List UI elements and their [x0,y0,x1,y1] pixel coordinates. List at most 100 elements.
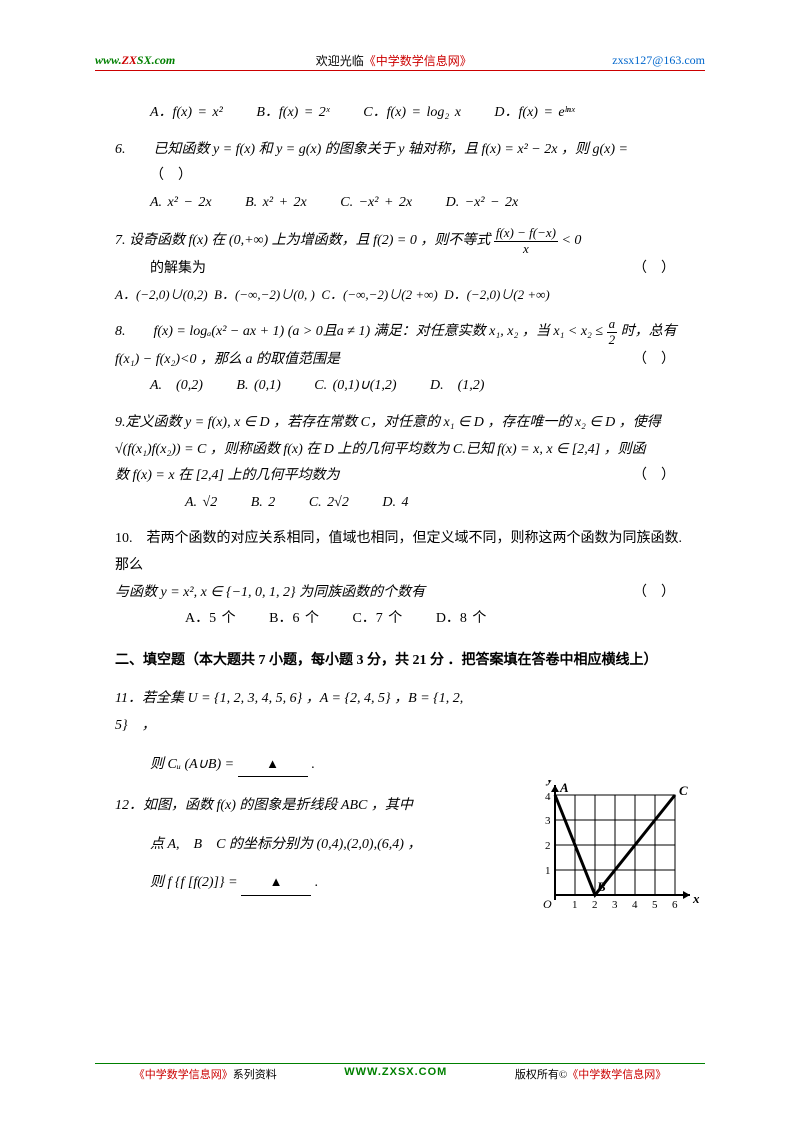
q10-paren: （ ） [633,580,675,607]
q6-opt-d: D. −x² − 2x [446,195,519,210]
page-footer: 《中学数学信息网》系列资料 WWW.ZXSX.COM 版权所有©《中学数学信息网… [0,1066,800,1082]
svg-text:4: 4 [632,899,638,911]
section-2-title: 二、填空题（本大题共 7 小题，每小题 3 分，共 21 分 ．把答案填在答卷中… [115,648,690,675]
q8-opt-d: D. (1,2) [430,378,484,393]
q10-text2: 与函数 y = x², x ∈ {−1, 0, 1, 2} 为同族函数的个数有 [115,585,425,600]
q11-text1: 11．若全集 U = {1, 2, 3, 4, 5, 6} ，A = {2, 4… [115,686,495,739]
q11-blank: ▲ [238,752,308,778]
logo-zx: ZX [122,53,137,67]
header-welcome: 欢迎光临《中学数学信息网》 [316,52,472,69]
q12-text2: 点 A, B C 的坐标分别为 (0,4),(2,0),(6,4) ， [150,832,495,859]
q7-text3: 的解集为 [150,261,206,276]
q12-text1: 12．如图，函数 f(x) 的图象是折线段 ABC ，其中 [115,793,495,820]
q6-opt-a: A. x² − 2x [150,195,212,210]
q6-opt-b: B. x² + 2x [245,195,307,210]
q6-text: 6. 已知函数 y = f(x) 和 y = g(x) 的图象关于 y 轴对称，… [115,137,690,164]
q9-opt-c: C. 2√2 [309,495,349,510]
q5-opt-c: C．f(x) = log₂ x [363,105,461,120]
q9-text1: 9.定义函数 y = f(x), x ∈ D ，若存在常数 C，对任意的 x₁ … [115,410,690,437]
page-header: www.ZXSX.com 欢迎光临《中学数学信息网》 zxsx127@163.c… [0,52,800,69]
q7-text2: < 0 [561,233,581,248]
question-11: 11．若全集 U = {1, 2, 3, 4, 5, 6} ，A = {2, 4… [115,686,495,778]
q5-opt-d: D．f(x) = eˡⁿˣ [494,105,574,120]
footer-url[interactable]: WWW.ZXSX.COM [344,1066,447,1082]
question-10: 10. 若两个函数的对应关系相同，值域也相同，但定义域不同，则称这两个函数为同族… [115,526,690,632]
svg-text:2: 2 [545,840,551,852]
q9-opt-b: B. 2 [251,495,276,510]
svg-text:O: O [543,897,552,911]
q5-opt-a: A．f(x) = x² [150,105,223,120]
logo-www: www. [95,53,122,67]
svg-text:A: A [559,780,569,795]
q7-opt-d: D．(−2,0)∪(2 +∞) [444,287,550,302]
svg-text:C: C [679,783,688,798]
q11-text3: . [311,757,315,772]
question-12: 12．如图，函数 f(x) 的图象是折线段 ABC ，其中 点 A, B C 的… [115,793,495,897]
q8-text3: f(x₁) − f(x₂)<0 ，那么 a 的取值范围是 [115,352,340,367]
q7-frac-num: f(x) − f(−x) [494,226,558,241]
q7-text1: 7. 设奇函数 f(x) 在 (0,+∞) 上为增函数，且 f(2) = 0 ，… [115,233,494,248]
footer-right-site: 《中学数学信息网》 [567,1069,666,1081]
svg-text:B: B [596,879,606,894]
welcome-text: 欢迎光临 [316,54,364,68]
q9-paren: （ ） [633,463,675,490]
footer-left-text: 系列资料 [233,1069,277,1081]
question-8: 8. f(x) = logₐ(x² − ax + 1) (a > 0且a ≠ 1… [115,317,690,400]
q8-opt-a: A. (0,2) [150,378,203,393]
main-content: A．f(x) = x² B．f(x) = 2ˣ C．f(x) = log₂ x … [115,100,690,907]
svg-text:2: 2 [592,899,598,911]
q8-frac-num: a [607,317,618,332]
svg-text:1: 1 [545,865,551,877]
svg-text:4: 4 [545,791,551,803]
svg-text:x: x [692,891,700,906]
q10-text1: 10. 若两个函数的对应关系相同，值域也相同，但定义域不同，则称这两个函数为同族… [115,526,690,579]
q8-frac-den: 2 [607,333,618,347]
svg-text:1: 1 [572,899,578,911]
q12-blank: ▲ [241,870,311,896]
question-5-options: A．f(x) = x² B．f(x) = 2ˣ C．f(x) = log₂ x … [115,100,690,127]
q10-opt-d: D．8 个 [436,611,487,626]
header-divider [95,70,705,71]
q7-opt-a: A．(−2,0)∪(0,2) [115,287,208,302]
question-7: 7. 设奇函数 f(x) 在 (0,+∞) 上为增函数，且 f(2) = 0 ，… [115,226,690,307]
footer-left: 《中学数学信息网》系列资料 [134,1066,277,1082]
q7-opt-b: B．(−∞,−2)∪(0, ) [214,287,315,302]
q8-paren: （ ） [633,347,675,374]
svg-text:5: 5 [652,899,658,911]
header-logo: www.ZXSX.com [95,53,175,68]
q8-opt-c: C. (0,1)∪(1,2) [314,378,396,393]
svg-text:6: 6 [672,899,678,911]
q9-opt-a: A. √2 [185,495,217,510]
footer-left-site: 《中学数学信息网》 [134,1069,233,1081]
question-6: 6. 已知函数 y = f(x) 和 y = g(x) 的图象关于 y 轴对称，… [115,137,690,217]
footer-divider [95,1063,705,1064]
q7-frac-den: x [494,242,558,256]
q9-opt-d: D. 4 [382,495,408,510]
q6-opt-c: C. −x² + 2x [340,195,412,210]
svg-text:3: 3 [545,815,551,827]
svg-text:3: 3 [612,899,618,911]
q10-opt-b: B．6 个 [269,611,319,626]
q9-text2: √(f(x₁)f(x₂)) = C ，则称函数 f(x) 在 D 上的几何平均数… [115,437,690,464]
q6-paren: （ ） [150,168,192,183]
logo-sx: SX [137,53,152,67]
q8-text2: 时，总有 [621,324,677,339]
header-email[interactable]: zxsx127@163.com [612,53,705,68]
q7-paren: （ ） [633,256,675,283]
q12-text4: . [315,875,319,890]
q10-opt-c: C．7 个 [352,611,402,626]
q9-text3: 数 f(x) = x 在 [2,4] 上的几何平均数为 [115,468,340,483]
q11-text2: 则 Cᵤ (A∪B) = [150,757,238,772]
q8-text1: 8. f(x) = logₐ(x² − ax + 1) (a > 0且a ≠ 1… [115,324,607,339]
graph-figure: y A B C x O 1 2 3 4 1 2 3 4 5 6 [530,780,700,930]
q10-opt-a: A．5 个 [185,611,236,626]
question-9: 9.定义函数 y = f(x), x ∈ D ，若存在常数 C，对任意的 x₁ … [115,410,690,516]
q12-text3: 则 f {f [f(2)]} = [150,875,241,890]
footer-right-text: 版权所有© [515,1069,567,1081]
q8-opt-b: B. (0,1) [236,378,280,393]
q5-opt-b: B．f(x) = 2ˣ [256,105,329,120]
svg-text:y: y [545,780,553,786]
site-name: 《中学数学信息网》 [364,54,472,68]
q7-opt-c: C．(−∞,−2)∪(2 +∞) [321,287,437,302]
logo-com: .com [152,53,176,67]
